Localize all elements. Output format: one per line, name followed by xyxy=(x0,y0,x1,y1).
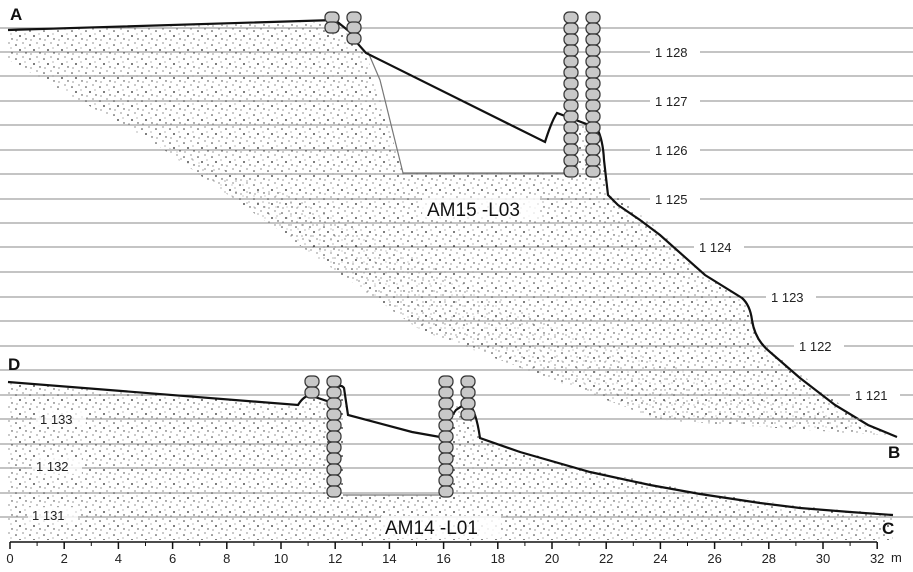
elevation-label: 1 126 xyxy=(655,143,688,158)
upper-wall-left xyxy=(324,11,362,45)
scale-tick-label: 14 xyxy=(382,551,396,566)
elevation-label: 1 122 xyxy=(799,339,832,354)
upper-elevation-labels: 1 128 1 127 1 126 1 125 1 124 1 123 1 12… xyxy=(650,44,900,403)
elevation-label: 1 132 xyxy=(36,459,69,474)
elevation-label: 1 121 xyxy=(855,388,888,403)
elevation-label: 1 124 xyxy=(699,240,732,255)
scale-tick-label: 32 xyxy=(870,551,884,566)
scale-bar: 0 2 4 6 8 10 12 14 16 18 20 22 24 26 28 30 32 m xyxy=(6,541,902,566)
lower-grid-lines-over-cut xyxy=(343,443,446,494)
scale-tick-label: 18 xyxy=(491,551,505,566)
upper-excavation-outline xyxy=(367,51,575,174)
lower-wall-left xyxy=(304,375,342,498)
section-label: AM14 -L01 xyxy=(385,518,478,539)
elevation-label: 1 123 xyxy=(771,290,804,305)
scale-tick-label: 6 xyxy=(169,551,176,566)
scale-tick-label: 20 xyxy=(545,551,559,566)
upper-terrain-profile xyxy=(7,18,898,439)
elevation-label: 1 133 xyxy=(40,412,73,427)
scale-tick-label: 4 xyxy=(115,551,122,566)
lower-elevation-labels: 1 133 1 132 1 131 xyxy=(28,411,86,523)
scale-tick-label: 16 xyxy=(436,551,450,566)
upper-grid-lines-over-cut xyxy=(365,51,575,151)
upper-excavation-cut xyxy=(365,50,575,173)
lower-wall-right xyxy=(438,375,476,498)
section-label: AM15 -L03 xyxy=(427,200,520,221)
scale-unit: m xyxy=(891,550,902,565)
scale-tick-label: 2 xyxy=(61,551,68,566)
scale-tick-label: 22 xyxy=(599,551,613,566)
scale-tick-label: 24 xyxy=(653,551,667,566)
scale-tick-label: 12 xyxy=(328,551,342,566)
upper-section-fill xyxy=(8,22,895,436)
elevation-label: 1 125 xyxy=(655,192,688,207)
lower-excavation-cut xyxy=(343,400,446,495)
scale-tick-label: 10 xyxy=(274,551,288,566)
scale-tick-label: 8 xyxy=(223,551,230,566)
elevation-label: 1 128 xyxy=(655,45,688,60)
section-end-point-label: C xyxy=(882,519,894,538)
section-end-point-label: B xyxy=(888,443,900,462)
scale-tick-label: 30 xyxy=(816,551,830,566)
elevation-label: 1 127 xyxy=(655,94,688,109)
scale-tick-label: 28 xyxy=(762,551,776,566)
upper-wall-right xyxy=(563,11,601,178)
section-start-point-label: D xyxy=(8,355,20,374)
scale-tick-label: 26 xyxy=(707,551,721,566)
section-start-point-label: A xyxy=(10,5,22,24)
elevation-label: 1 131 xyxy=(32,508,65,523)
scale-tick-label: 0 xyxy=(6,551,13,566)
